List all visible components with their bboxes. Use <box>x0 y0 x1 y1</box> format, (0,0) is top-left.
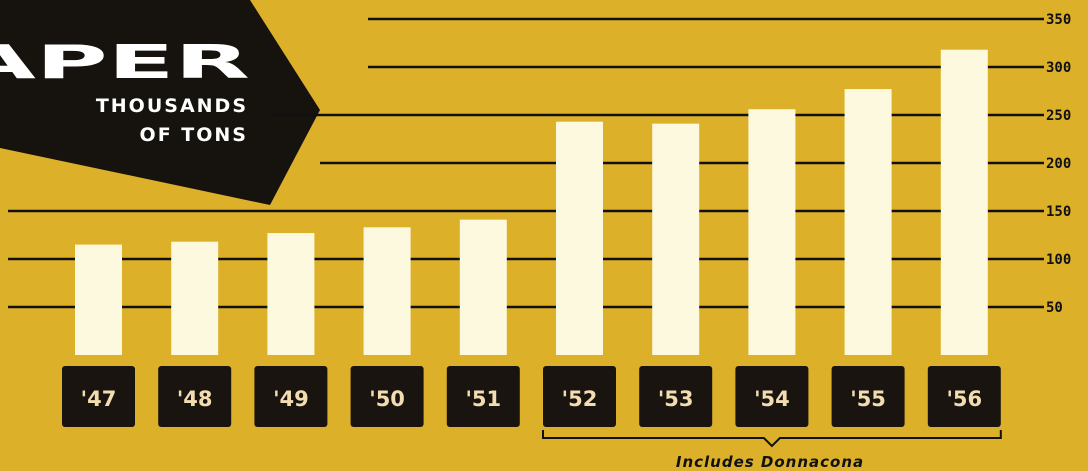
y-tick-label-100: 100 <box>1046 252 1071 268</box>
annotation-text: Includes Donnacona <box>676 453 864 471</box>
category-label-1: '48 <box>177 387 213 411</box>
category-box-1 <box>158 366 232 427</box>
category-label-5: '52 <box>562 387 598 411</box>
y-tick-label-200: 200 <box>1046 156 1071 172</box>
chart-subtitle-line-2: OF TONS <box>140 124 248 146</box>
bar-8 <box>844 89 892 355</box>
category-box-2 <box>254 366 328 427</box>
title-banner <box>0 0 320 205</box>
bar-0 <box>75 244 122 355</box>
y-tick-label-150: 150 <box>1046 204 1071 220</box>
bar-7 <box>748 109 796 356</box>
category-box-3 <box>350 366 424 427</box>
y-tick-label-300: 300 <box>1046 60 1071 76</box>
category-label-2: '49 <box>273 387 309 411</box>
category-label-6: '53 <box>658 387 694 411</box>
category-box-8 <box>831 366 905 427</box>
y-tick-label-50: 50 <box>1046 300 1063 316</box>
category-box-6 <box>639 366 713 427</box>
chart-title: APER <box>0 35 250 89</box>
bar-3 <box>363 227 411 355</box>
annotation-bracket <box>542 430 1002 448</box>
y-tick-label-350: 350 <box>1046 12 1071 28</box>
bar-1 <box>171 241 219 355</box>
category-label-4: '51 <box>465 387 501 411</box>
y-axis-ticks: 50 100 150 200 250 300 350 <box>1046 12 1071 316</box>
category-labels: '47 '48 '49 '50 '51 '52 '53 '54 '55 '56 <box>62 366 1001 427</box>
category-box-9 <box>927 366 1001 427</box>
y-tick-label-250: 250 <box>1046 108 1071 124</box>
bar-5 <box>556 121 603 355</box>
category-box-4 <box>446 366 520 427</box>
category-label-7: '54 <box>754 387 790 411</box>
bars <box>75 49 988 356</box>
category-label-0: '47 <box>81 387 117 411</box>
bar-9 <box>940 49 988 355</box>
category-box-7 <box>735 366 809 427</box>
category-label-3: '50 <box>369 387 405 411</box>
category-box-5 <box>543 366 616 427</box>
bar-4 <box>459 219 507 355</box>
bar-6 <box>652 123 700 355</box>
bar-2 <box>267 233 315 355</box>
category-label-9: '56 <box>946 387 982 411</box>
chart-subtitle-line-1: THOUSANDS <box>96 95 248 117</box>
category-box-0 <box>62 366 135 427</box>
category-label-8: '55 <box>850 387 886 411</box>
